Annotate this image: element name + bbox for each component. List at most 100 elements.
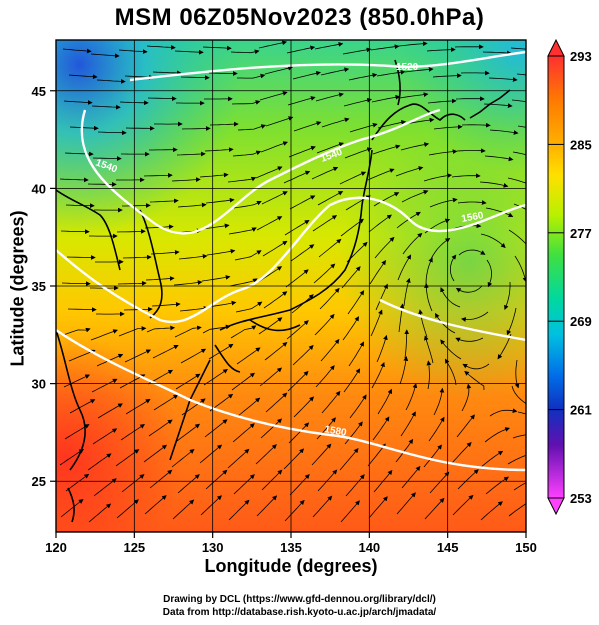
- streamline: [317, 469, 338, 492]
- streamline: [516, 73, 526, 76]
- streamline: [259, 91, 288, 101]
- streamline: [395, 166, 424, 177]
- streamline: [146, 325, 176, 333]
- streamline: [339, 447, 359, 471]
- streamline: [292, 344, 314, 366]
- streamline: [69, 125, 99, 131]
- streamline: [480, 501, 503, 521]
- streamline: [339, 171, 367, 185]
- streamline: [59, 177, 89, 183]
- streamline: [66, 255, 96, 260]
- streamline: [205, 197, 235, 204]
- streamline: [209, 121, 239, 127]
- x-tick-label: 140: [358, 540, 380, 555]
- streamline: [285, 269, 309, 288]
- streamline: [90, 329, 118, 341]
- streamline: [228, 227, 257, 235]
- gridlines: [56, 40, 526, 532]
- streamline: [289, 195, 316, 210]
- streamline: [175, 373, 201, 390]
- streamline: [227, 448, 250, 469]
- streamline: [265, 116, 294, 127]
- colorbar-tick-label: 285: [570, 137, 592, 152]
- streamline: [432, 73, 462, 78]
- x-tick-label: 130: [202, 540, 224, 555]
- streamline: [456, 414, 475, 438]
- streamline: [504, 281, 511, 311]
- streamline: [147, 96, 177, 101]
- streamline: [283, 448, 305, 470]
- y-tick-label: 30: [32, 377, 46, 392]
- streamline: [517, 125, 526, 128]
- streamline: [461, 122, 491, 128]
- streamline: [293, 396, 315, 418]
- streamline: [396, 492, 416, 515]
- streamline: [457, 200, 487, 205]
- y-tick-label: 25: [32, 474, 46, 489]
- streamline: [235, 301, 263, 313]
- streamline: [151, 302, 181, 307]
- streamline: [90, 53, 120, 59]
- streamline: [343, 368, 361, 393]
- streamline: [122, 203, 151, 208]
- streamline: [206, 248, 236, 256]
- streamline: [512, 151, 526, 156]
- streamline: [256, 216, 283, 231]
- streamline: [262, 240, 288, 257]
- x-axis-label: Longitude (degrees): [204, 556, 378, 576]
- streamline: [177, 474, 200, 494]
- colorbar-tick-label: 261: [570, 403, 592, 418]
- streamline: [283, 170, 311, 184]
- streamline: [480, 233, 506, 249]
- streamline: [395, 438, 414, 463]
- streamline: [312, 215, 338, 232]
- streamline: [399, 356, 409, 385]
- streamline: [507, 454, 526, 465]
- streamline: [345, 474, 365, 497]
- streamline: [69, 399, 96, 414]
- streamline: [507, 177, 526, 184]
- streamline: [311, 166, 339, 180]
- streamline: [430, 238, 451, 260]
- streamline: [264, 341, 288, 361]
- streamline: [201, 275, 231, 282]
- streamline: [62, 48, 92, 54]
- streamline: [61, 281, 91, 286]
- streamline: [405, 117, 435, 125]
- x-tick-label: 145: [437, 540, 459, 555]
- streamline: [479, 181, 509, 188]
- streamline: [513, 203, 526, 210]
- streamline: [349, 122, 378, 133]
- streamline: [176, 151, 206, 157]
- streamline: [486, 259, 493, 288]
- streamline: [320, 338, 340, 362]
- height-contours: [56, 50, 526, 472]
- streamline: [452, 494, 474, 516]
- streamline: [320, 67, 350, 76]
- streamline: [62, 327, 91, 336]
- streamline: [148, 419, 173, 437]
- streamline: [96, 79, 126, 84]
- streamline: [259, 367, 283, 387]
- streamline: [398, 41, 428, 47]
- x-axis-ticks: 120 125 130 135 140 145 150: [45, 532, 537, 555]
- streamline: [316, 142, 344, 154]
- streamline: [92, 156, 122, 161]
- streamline: [484, 155, 514, 162]
- streamline: [284, 499, 305, 522]
- streamline: [404, 67, 434, 73]
- y-tick-label: 45: [32, 84, 46, 99]
- streamline: [149, 469, 173, 489]
- streamline: [144, 495, 167, 515]
- streamline: [60, 499, 84, 518]
- streamline: [288, 422, 310, 444]
- streamline: [118, 326, 147, 337]
- streamline: [153, 394, 179, 411]
- contour-label: 1560: [461, 210, 485, 225]
- streamline: [312, 495, 333, 518]
- streamline: [377, 388, 392, 415]
- streamline: [65, 473, 90, 492]
- streamline: [313, 263, 336, 284]
- streamline: [205, 469, 228, 490]
- streamline: [423, 335, 434, 364]
